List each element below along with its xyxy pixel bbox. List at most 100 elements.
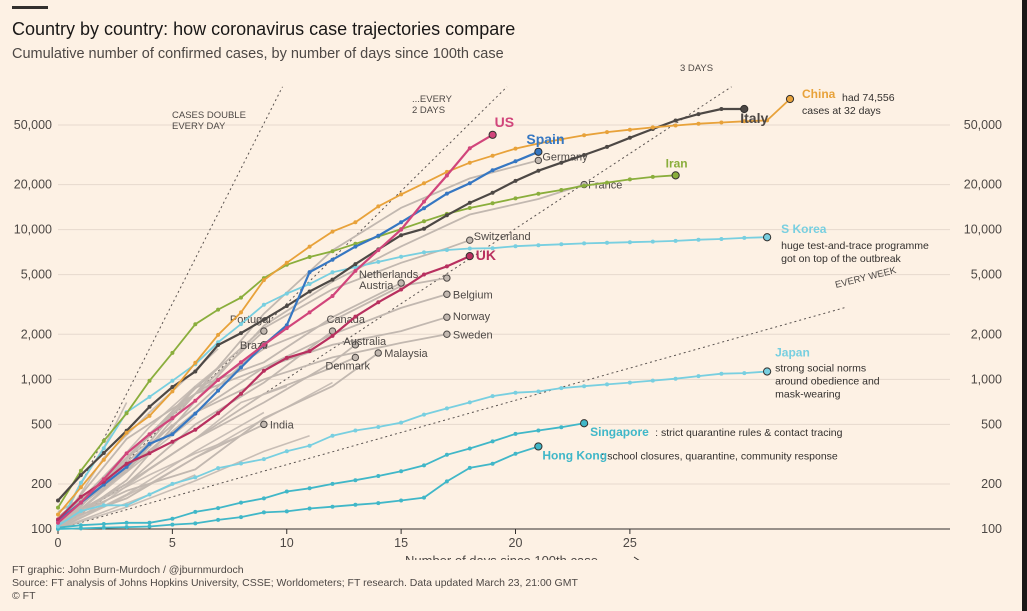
data-point-spain (216, 388, 221, 393)
data-point-spain (399, 220, 404, 225)
data-point-japan (559, 386, 564, 391)
data-point-japan (101, 503, 106, 508)
data-point-italy (284, 304, 289, 308)
data-point-uk (239, 391, 243, 396)
data-point-s-korea (536, 243, 541, 248)
grey-country-line-india (57, 423, 265, 524)
country-label-belgium: Belgium (453, 289, 493, 301)
data-point-s-korea (284, 291, 289, 296)
data-point-iran (536, 191, 541, 196)
country-label-netherlands: Netherlands (359, 269, 419, 281)
series-line-hong-kong (57, 445, 539, 530)
data-point-china (467, 160, 472, 165)
series-label-singapore: Singapore (590, 425, 649, 439)
annotation-japan-3: mask-wearing (775, 388, 841, 400)
data-point-s-korea (559, 242, 564, 247)
data-point-uk (193, 427, 198, 432)
x-tick-label: 0 (55, 536, 62, 550)
y-tick-label-left: 10,000 (14, 223, 52, 237)
country-label-australia: Australia (343, 336, 387, 348)
data-point-china (330, 229, 335, 234)
data-point-italy (399, 233, 404, 238)
data-point-singapore (467, 446, 472, 451)
data-point-singapore (124, 520, 129, 525)
data-point-italy (490, 190, 495, 195)
series-label-italy: Italy (740, 110, 768, 126)
data-point-singapore (261, 496, 266, 501)
data-point-italy (696, 112, 701, 117)
grey-country-endpoint (443, 290, 451, 298)
data-point-singapore (536, 428, 541, 433)
x-tick-label: 10 (280, 536, 294, 550)
series-label-japan: Japan (775, 345, 810, 359)
country-label-india: India (270, 419, 295, 431)
chart-subtitle: Cumulative number of confirmed cases, by… (12, 46, 504, 62)
doubling-guide-line (57, 306, 848, 530)
annotation-japan-2: around obedience and (775, 375, 880, 387)
data-point-uk (444, 264, 449, 269)
data-point-singapore (376, 474, 381, 478)
doubling-guide-line (57, 86, 732, 530)
series-endpoint-hong-kong (534, 442, 543, 451)
data-point-spain (330, 257, 335, 262)
data-point-japan (490, 394, 495, 399)
data-point-japan (742, 371, 747, 376)
data-point-s-korea (56, 524, 60, 529)
data-point-hong-kong (490, 461, 495, 466)
data-point-uk (422, 272, 426, 277)
window-edge (1022, 0, 1027, 611)
data-point-singapore (78, 523, 83, 528)
series-line-japan (57, 370, 768, 527)
data-point-us (444, 173, 449, 178)
series-label-iran: Iran (666, 156, 688, 170)
data-point-hong-kong (307, 506, 312, 511)
data-point-us (467, 146, 472, 151)
x-axis-label: Number of days since 100th case (405, 553, 598, 560)
series-line-us (57, 133, 494, 524)
data-point-japan (147, 492, 152, 497)
data-point-s-korea (261, 302, 266, 307)
y-tick-label-left: 200 (31, 477, 52, 491)
data-point-japan (193, 475, 198, 480)
data-point-china (353, 220, 358, 225)
annotation-s-korea: huge test-and-trace programme (781, 240, 929, 252)
data-point-china (490, 153, 495, 158)
y-tick-label-left: 2,000 (21, 327, 52, 341)
data-point-italy (582, 153, 587, 157)
data-point-china (147, 413, 152, 418)
data-point-us (239, 360, 243, 365)
data-point-iran (330, 249, 335, 254)
data-point-uk (399, 287, 404, 292)
grey-country-endpoint (351, 353, 360, 362)
data-point-hong-kong (216, 517, 221, 522)
data-point-iran (605, 180, 609, 185)
data-point-japan (513, 390, 518, 395)
data-point-uk (170, 439, 175, 444)
data-point-singapore (147, 520, 152, 525)
data-point-s-korea (696, 237, 701, 242)
data-point-italy (101, 451, 106, 455)
copyright-mark: © FT (12, 590, 36, 602)
grey-country-line-norway (57, 316, 448, 524)
y-tick-label-left: 5,000 (21, 268, 52, 282)
annotation-china: had 74,556 (842, 92, 895, 104)
data-point-s-korea (627, 240, 632, 245)
data-point-china (559, 137, 564, 142)
y-tick-label-right: 20,000 (964, 178, 1002, 192)
data-point-china (742, 119, 747, 124)
data-point-italy (193, 369, 198, 374)
data-point-s-korea (742, 235, 747, 240)
data-point-singapore (239, 500, 243, 505)
grey-country-endpoint (260, 420, 268, 429)
data-point-iran (627, 177, 632, 182)
data-point-spain (490, 168, 495, 173)
series-line-uk (57, 255, 471, 521)
data-point-iran (239, 295, 243, 300)
data-point-china (101, 457, 106, 462)
country-label-norway: Norway (453, 311, 491, 323)
data-point-china (627, 127, 632, 132)
source-note: Source: FT analysis of Johns Hopkins Uni… (12, 577, 578, 589)
data-point-singapore (307, 486, 312, 491)
data-point-iran (559, 188, 564, 192)
